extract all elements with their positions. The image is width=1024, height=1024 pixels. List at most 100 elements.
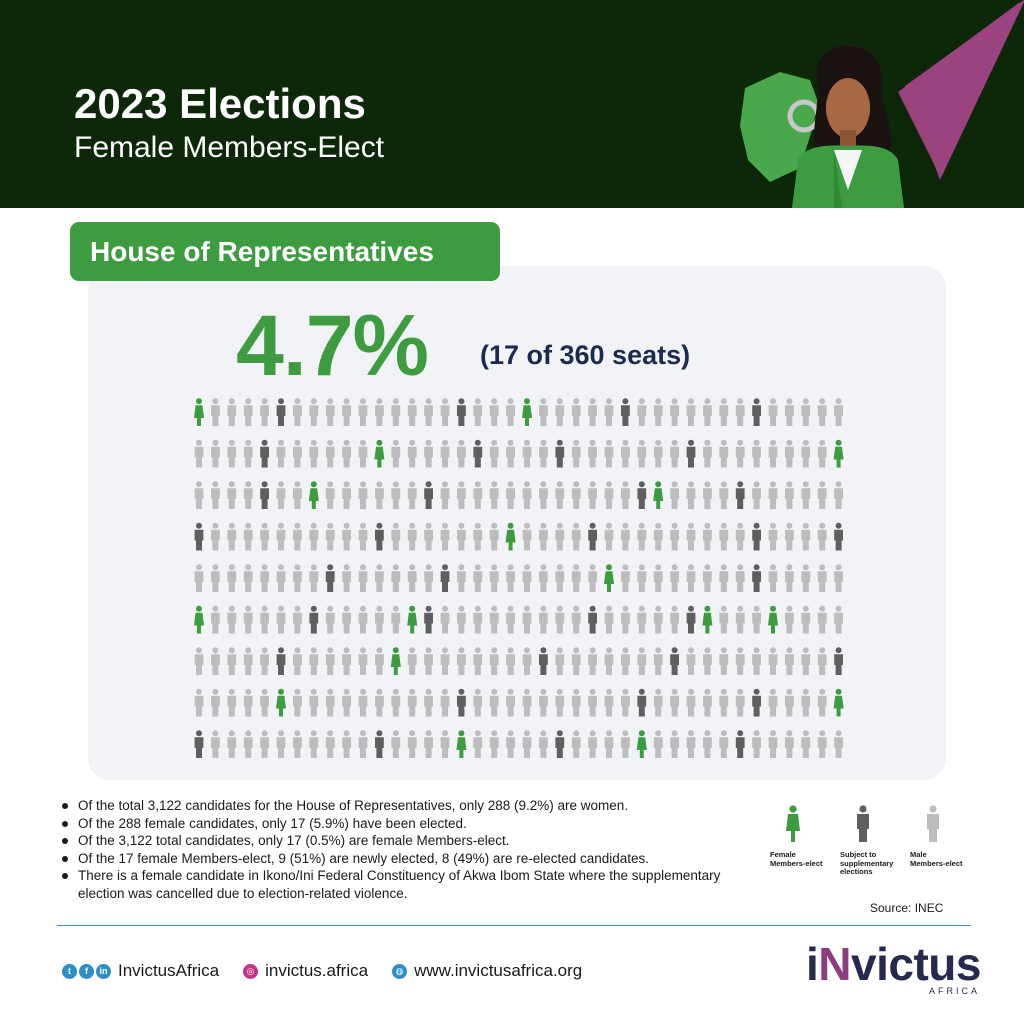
seat-male [555, 647, 565, 675]
seat-male [473, 398, 483, 426]
seat-male [440, 481, 450, 509]
seat-male [801, 522, 811, 551]
seat-male [703, 564, 712, 592]
seat-male [768, 688, 778, 717]
seat-female [653, 481, 664, 509]
seat-male [325, 439, 335, 468]
seat-male [457, 522, 466, 551]
seat-male [801, 398, 811, 426]
linkedin-icon[interactable]: in [96, 963, 111, 979]
seat-supplementary [375, 522, 384, 551]
seat-male [785, 647, 794, 675]
seat-male [539, 605, 548, 634]
seat-male [391, 481, 401, 509]
seat-male [457, 481, 466, 509]
seat-male [817, 398, 827, 426]
seat-male [489, 522, 499, 551]
seat-supplementary [735, 481, 745, 509]
seat-male [391, 439, 401, 468]
seat-male [243, 481, 253, 509]
instagram-handle[interactable]: invictus.africa [265, 961, 369, 980]
seat-male [785, 564, 794, 592]
fact-item: Of the 17 female Members-elect, 9 (51%) … [60, 850, 760, 868]
seat-supplementary [670, 647, 679, 675]
seat-male [276, 481, 286, 509]
seat-supplementary [834, 647, 843, 675]
seat-male [752, 647, 761, 675]
seat-male [506, 647, 515, 675]
seat-male [817, 481, 827, 509]
seat-male [621, 564, 630, 592]
seat-female [636, 730, 647, 758]
twitter-icon[interactable]: t [62, 963, 77, 979]
seat-male [227, 564, 237, 592]
seat-male [489, 481, 499, 509]
seat-male [604, 481, 614, 509]
seat-male [801, 730, 811, 758]
seat-male [243, 398, 253, 426]
brand-name: iNvictus [806, 938, 981, 990]
seat-male [260, 730, 269, 758]
seat-supplementary [752, 522, 761, 551]
seat-male [407, 730, 417, 758]
seat-male [211, 564, 220, 592]
seat-male [719, 647, 729, 675]
seat-male [653, 688, 663, 717]
seat-male [342, 398, 351, 426]
seat-male [785, 688, 794, 717]
instagram-group: ◎ invictus.africa [243, 961, 368, 981]
seat-male [293, 481, 302, 509]
seat-male [703, 398, 712, 426]
seat-male [834, 564, 843, 592]
seat-male [309, 439, 319, 468]
seat-male [489, 564, 499, 592]
seat-male [768, 481, 778, 509]
seat-male [506, 481, 515, 509]
website-link[interactable]: www.invictusafrica.org [414, 961, 583, 980]
seat-male [440, 398, 450, 426]
seat-female [407, 605, 418, 634]
seat-male [227, 647, 237, 675]
facebook-icon[interactable]: f [79, 963, 94, 979]
social-handle[interactable]: InvictusAfrica [118, 961, 220, 980]
header-subtitle: Female Members-Elect [74, 131, 385, 164]
seat-supplementary [686, 439, 696, 468]
globe-icon[interactable]: ◍ [392, 963, 408, 979]
seat-male [801, 647, 811, 675]
seat-male [358, 688, 368, 717]
seat-male [653, 605, 663, 634]
seat-supplementary [457, 398, 466, 426]
seat-male [227, 481, 237, 509]
seat-male [670, 398, 679, 426]
seat-male [834, 605, 843, 634]
brand-logo: iNvictus AFRICA [806, 940, 982, 1000]
seat-male [637, 439, 647, 468]
seat-male [522, 481, 532, 509]
seat-male [735, 647, 745, 675]
seat-male [834, 481, 843, 509]
seat-male [407, 688, 417, 717]
seat-male [604, 605, 614, 634]
seat-supplementary [637, 688, 647, 717]
footer: t f in InvictusAfrica ◎ invictus.africa … [62, 958, 606, 984]
instagram-icon[interactable]: ◎ [243, 963, 259, 979]
seat-male [637, 605, 647, 634]
seat-male [686, 481, 696, 509]
seat-male [473, 522, 483, 551]
seat-male [686, 688, 696, 717]
seat-male [424, 730, 433, 758]
seat-male [440, 688, 450, 717]
seat-male [276, 439, 286, 468]
seat-male [588, 730, 597, 758]
seat-male [588, 564, 597, 592]
seat-male [342, 730, 351, 758]
seat-male [719, 522, 729, 551]
seat-male [768, 564, 778, 592]
seat-male [358, 605, 368, 634]
legend-label: Subject to supplementary elections [840, 850, 894, 876]
seat-female [194, 605, 204, 634]
seat-male [571, 605, 581, 634]
seat-male [260, 605, 269, 634]
seat-female [833, 439, 844, 468]
seat-male [391, 522, 401, 551]
